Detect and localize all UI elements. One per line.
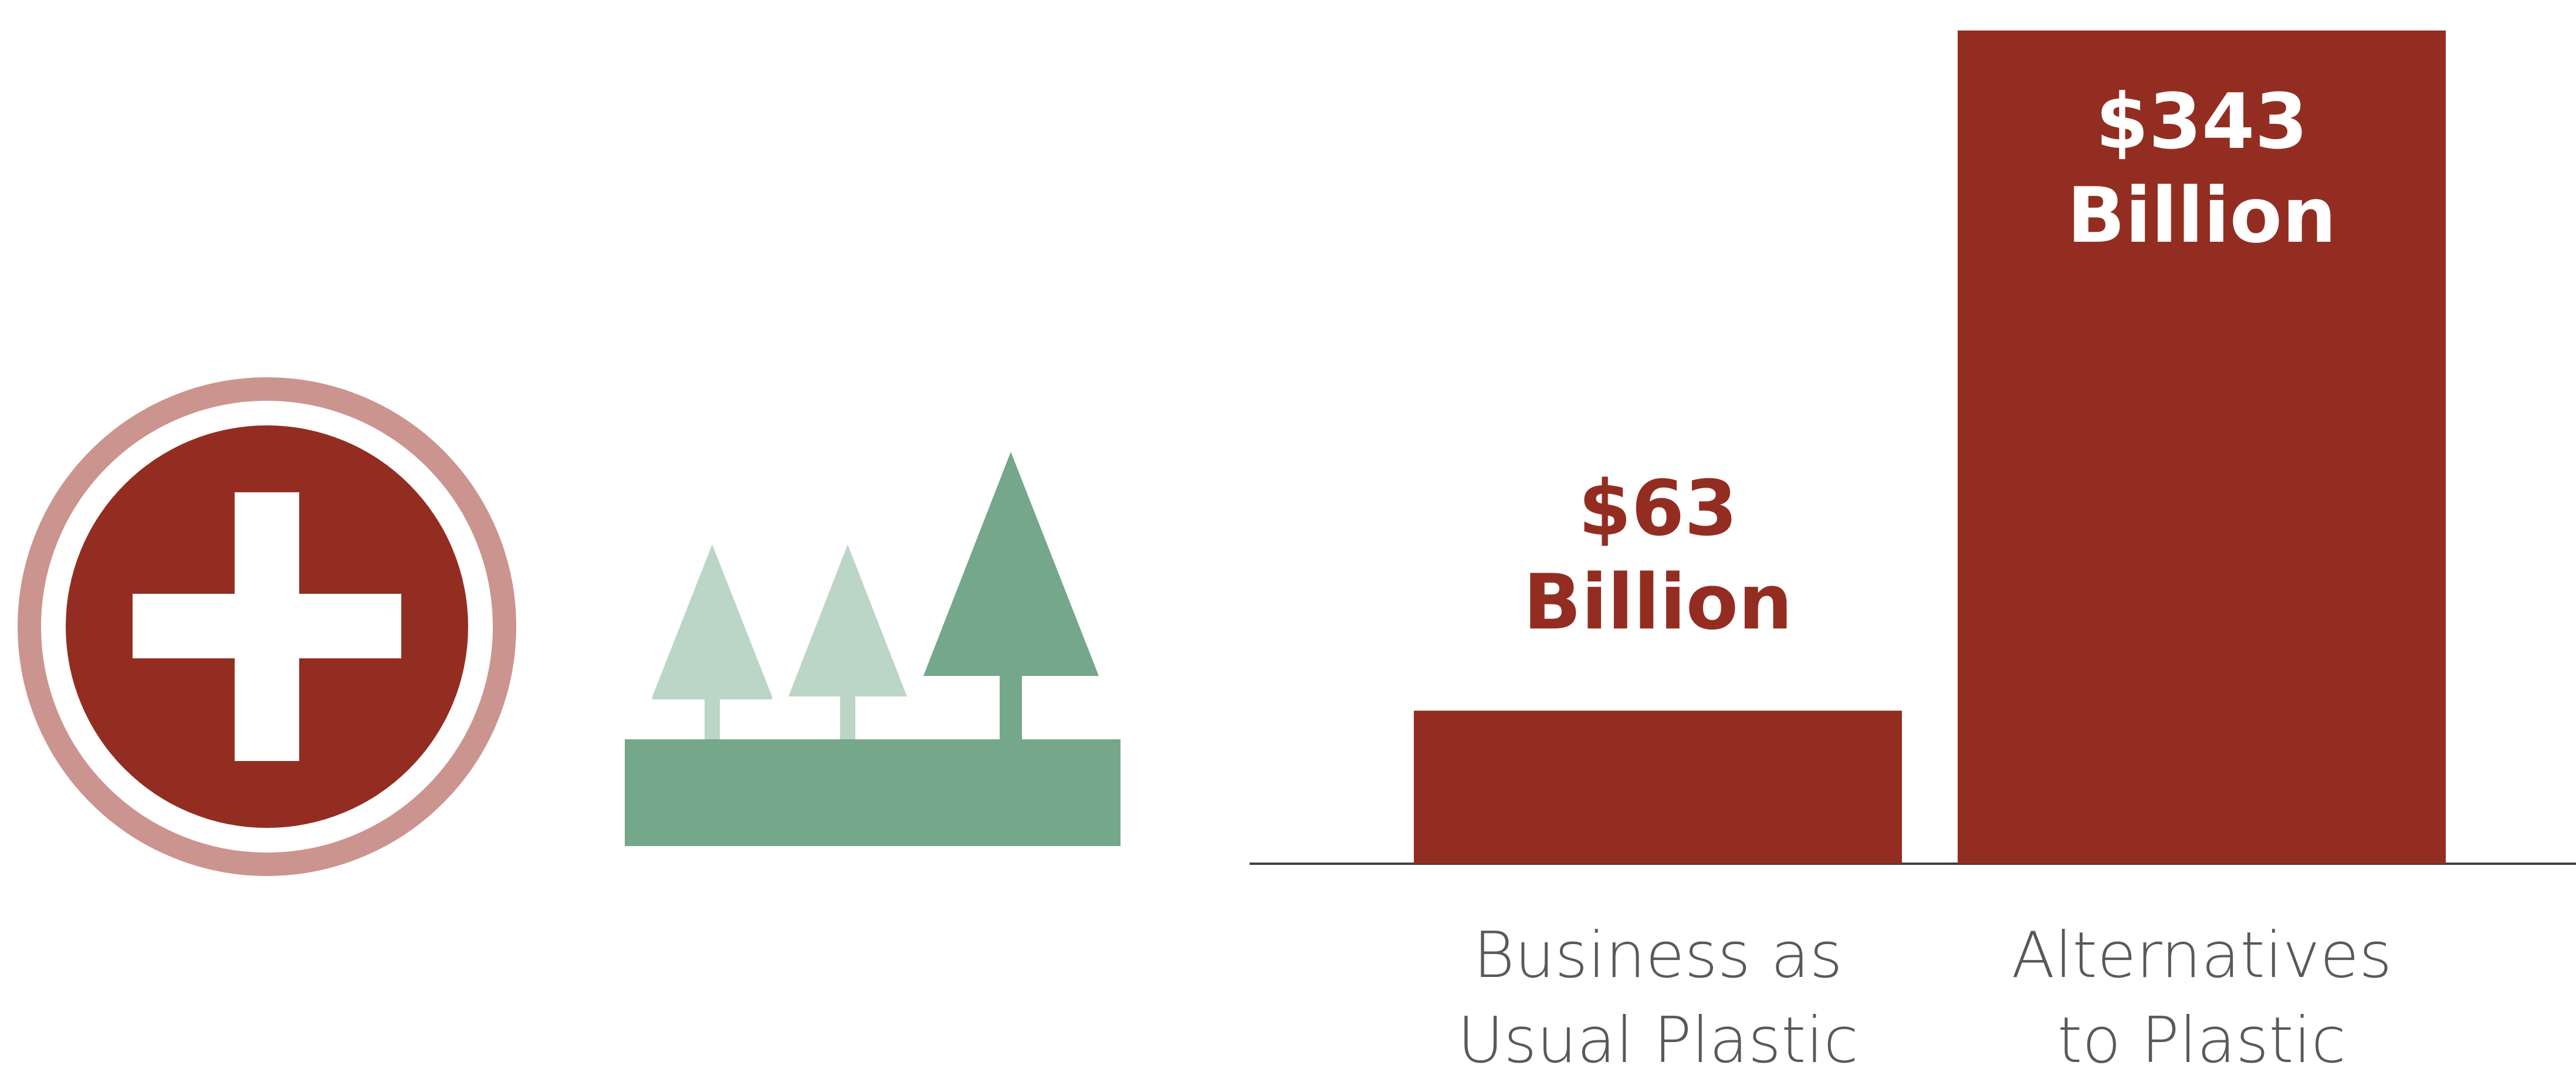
bar-business-as-usual-plastic	[1414, 711, 1902, 864]
trees-icon	[625, 452, 1121, 846]
value-label-amount: $63	[1578, 464, 1737, 553]
value-label-unit: Billion	[1523, 557, 1792, 647]
bar-chart: $63 Billion $343 Billion Business as Usu…	[1250, 31, 2576, 1072]
category-label: Alternatives	[2012, 919, 2392, 992]
value-label-unit: Billion	[2067, 171, 2336, 260]
category-label: Usual Plastic	[1457, 1004, 1859, 1072]
value-label-amount: $343	[2096, 77, 2308, 166]
category-label: Business as	[1473, 919, 1843, 992]
category-label: to Plastic	[2057, 1004, 2346, 1072]
medical-cross-icon	[18, 377, 516, 876]
bar-alternatives-to-plastic	[1958, 31, 2446, 864]
